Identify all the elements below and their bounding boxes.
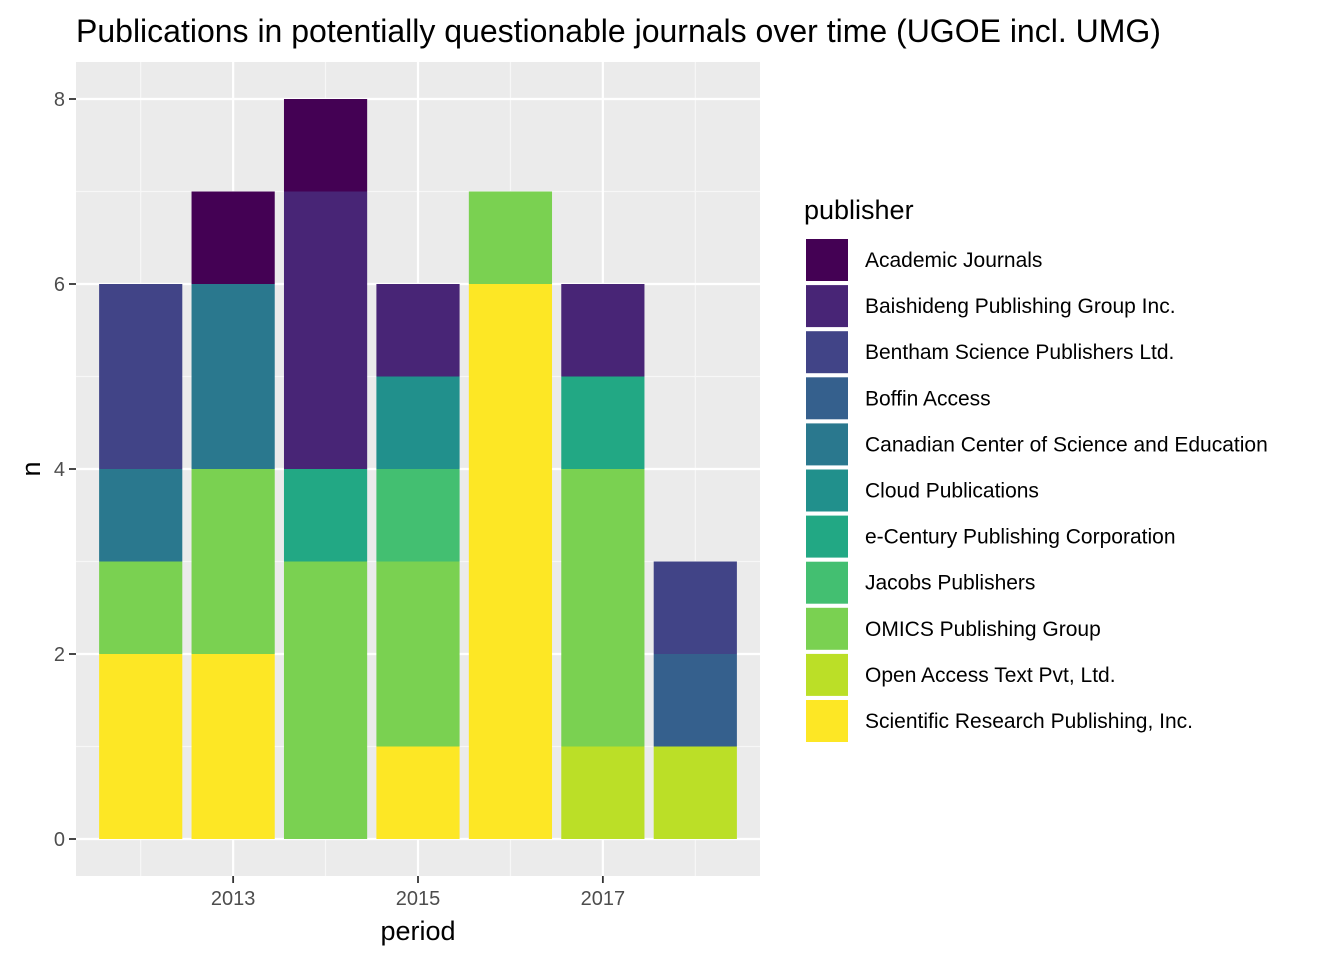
y-tick-label: 2 bbox=[54, 644, 65, 666]
legend-key bbox=[804, 605, 850, 652]
x-tick-label: 2017 bbox=[581, 888, 626, 910]
bar-segment bbox=[99, 561, 183, 654]
legend: publisher Academic Journals Baishideng Pu… bbox=[804, 195, 1268, 744]
bar-segment bbox=[99, 654, 183, 839]
legend-label: Scientific Research Publishing, Inc. bbox=[865, 710, 1193, 733]
legend-label: Bentham Science Publishers Ltd. bbox=[865, 341, 1174, 364]
legend-key bbox=[804, 698, 850, 744]
legend-key bbox=[804, 237, 850, 283]
legend-key bbox=[804, 467, 850, 514]
legend-key bbox=[804, 559, 850, 606]
legend-key bbox=[804, 375, 850, 422]
chart-title: Publications in potentially questionable… bbox=[76, 13, 1161, 49]
bar-segment bbox=[468, 191, 553, 284]
x-tick-label: 2013 bbox=[211, 888, 256, 910]
legend-label: Canadian Center of Science and Education bbox=[865, 433, 1268, 456]
legend-label: Academic Journals bbox=[865, 249, 1042, 272]
bar-segment bbox=[376, 469, 460, 562]
bar-segment bbox=[376, 746, 460, 839]
bar-segment bbox=[191, 191, 275, 284]
legend-key bbox=[804, 513, 850, 560]
bar-segment bbox=[561, 746, 645, 839]
legend-label: Baishideng Publishing Group Inc. bbox=[865, 295, 1176, 318]
bar-segment bbox=[283, 99, 368, 192]
bar-segment bbox=[468, 284, 553, 839]
bar-segment bbox=[376, 284, 460, 377]
x-axis: 2013 2015 2017 bbox=[211, 876, 625, 910]
legend-label: Cloud Publications bbox=[865, 480, 1039, 503]
legend-label: Open Access Text Pvt, Ltd. bbox=[865, 664, 1116, 687]
bar-segment bbox=[283, 469, 368, 562]
y-axis: 0 2 4 6 8 bbox=[54, 89, 76, 851]
legend-label: Jacobs Publishers bbox=[865, 572, 1035, 595]
y-tick-label: 0 bbox=[54, 829, 65, 851]
y-tick-label: 6 bbox=[54, 274, 65, 296]
legend-label: OMICS Publishing Group bbox=[865, 618, 1101, 641]
bar-segment bbox=[99, 469, 183, 562]
bar-segment bbox=[561, 469, 645, 747]
legend-label: Boffin Access bbox=[865, 387, 991, 410]
bar-segment bbox=[376, 561, 460, 747]
legend-label: e-Century Publishing Corporation bbox=[865, 526, 1176, 549]
bar-segment bbox=[191, 469, 275, 654]
legend-key bbox=[804, 329, 850, 376]
bar-segment bbox=[653, 654, 737, 747]
legend-key bbox=[804, 421, 850, 468]
bars bbox=[99, 99, 737, 839]
bar-segment bbox=[99, 284, 183, 469]
legend-title: publisher bbox=[804, 195, 914, 225]
legend-key bbox=[804, 651, 850, 698]
bar-segment bbox=[653, 561, 737, 654]
bar-segment bbox=[561, 376, 645, 469]
x-axis-title: period bbox=[380, 916, 455, 946]
x-tick-label: 2015 bbox=[396, 888, 441, 910]
bar-segment bbox=[561, 284, 645, 377]
bar-segment bbox=[653, 746, 737, 839]
bar-segment bbox=[376, 376, 460, 469]
legend-key bbox=[804, 283, 850, 330]
bar-segment bbox=[283, 561, 368, 839]
bar-segment bbox=[283, 191, 368, 469]
y-tick-label: 4 bbox=[54, 459, 65, 481]
bar-segment bbox=[191, 284, 275, 469]
bar-segment bbox=[191, 654, 275, 839]
y-tick-label: 8 bbox=[54, 89, 65, 111]
y-axis-title: n bbox=[16, 461, 46, 476]
